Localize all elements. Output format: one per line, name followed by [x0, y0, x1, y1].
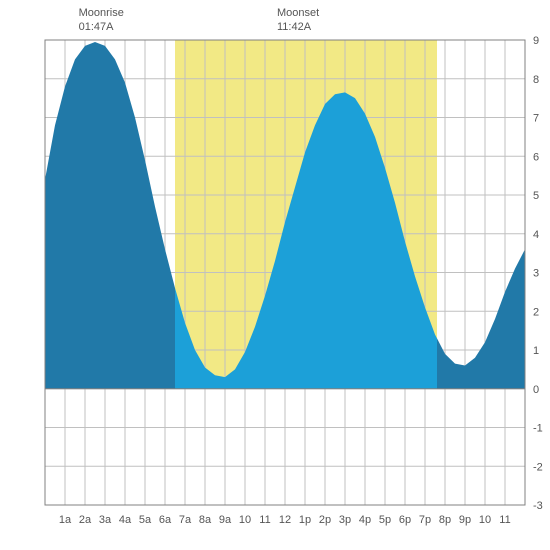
x-tick-label: 5p	[379, 514, 391, 526]
x-tick-label: 2p	[319, 514, 331, 526]
y-tick-label: 2	[533, 306, 539, 318]
x-tick-label: 4p	[359, 514, 371, 526]
y-tick-label: 5	[533, 190, 539, 202]
y-tick-label: -1	[533, 423, 543, 435]
annotation-label: Moonset	[277, 6, 319, 20]
y-tick-label: 7	[533, 113, 539, 125]
y-tick-label: 4	[533, 229, 539, 241]
x-tick-label: 5a	[139, 514, 152, 526]
x-tick-label: 8a	[199, 514, 212, 526]
y-tick-label: 0	[533, 384, 539, 396]
x-tick-label: 10	[479, 514, 491, 526]
y-tick-label: -2	[533, 461, 543, 473]
x-tick-label: 1a	[59, 514, 72, 526]
annotation-time: 11:42A	[277, 20, 319, 34]
x-tick-label: 11	[499, 514, 510, 526]
x-tick-label: 7p	[419, 514, 431, 526]
x-tick-label: 4a	[119, 514, 132, 526]
y-tick-label: 1	[533, 345, 539, 357]
y-tick-label: -3	[533, 500, 543, 512]
x-tick-label: 10	[239, 514, 251, 526]
y-tick-label: 8	[533, 74, 539, 86]
annotation-label: Moonrise	[79, 6, 124, 20]
x-tick-label: 12	[279, 514, 291, 526]
y-tick-label: 6	[533, 151, 539, 163]
x-tick-label: 9p	[459, 514, 471, 526]
y-tick-label: 3	[533, 268, 539, 280]
tide-chart: -3-2-101234567891a2a3a4a5a6a7a8a9a101112…	[0, 0, 550, 550]
moon-annotation: Moonset11:42A	[277, 6, 319, 35]
x-tick-label: 7a	[179, 514, 192, 526]
chart-svg: -3-2-101234567891a2a3a4a5a6a7a8a9a101112…	[0, 0, 550, 550]
x-tick-label: 6a	[159, 514, 172, 526]
y-tick-label: 9	[533, 35, 539, 47]
x-tick-label: 1p	[299, 514, 311, 526]
annotation-time: 01:47A	[79, 20, 124, 34]
x-tick-label: 8p	[439, 514, 451, 526]
x-tick-label: 3p	[339, 514, 351, 526]
x-tick-label: 11	[259, 514, 270, 526]
moon-annotation: Moonrise01:47A	[79, 6, 124, 35]
x-tick-label: 9a	[219, 514, 232, 526]
x-tick-label: 2a	[79, 514, 92, 526]
x-tick-label: 3a	[99, 514, 112, 526]
x-tick-label: 6p	[399, 514, 411, 526]
